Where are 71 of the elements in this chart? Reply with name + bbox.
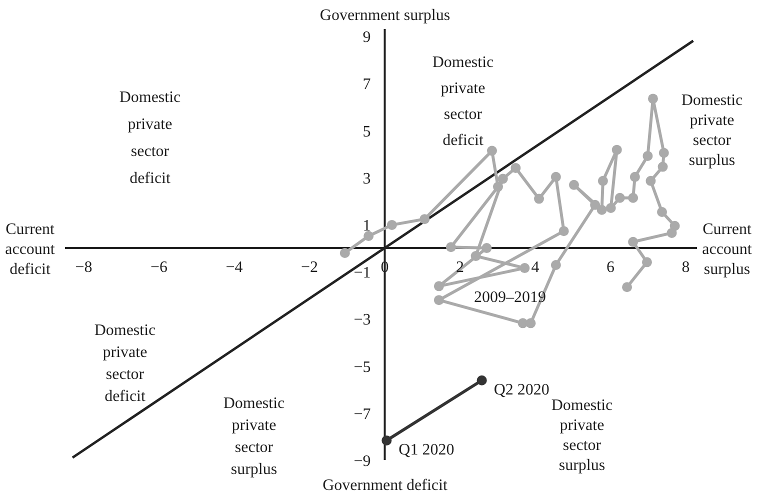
point (648, 94, 658, 104)
x-tick-label: 8 (682, 259, 690, 276)
text: Government deficit (322, 477, 448, 494)
x-tick-label: −8 (75, 259, 92, 276)
point (658, 148, 669, 158)
point (628, 192, 638, 203)
point (520, 263, 530, 274)
point (646, 176, 656, 186)
y-tick-label: 3 (362, 170, 371, 188)
point (657, 207, 668, 217)
point (642, 257, 652, 268)
point (486, 146, 497, 156)
annotation: Domestic private sector deficit (94, 322, 156, 405)
x-tick-label: −2 (301, 259, 318, 276)
x-tick-label: 2 (456, 259, 464, 276)
annotation: Q1 2020 (398, 441, 454, 458)
point (550, 260, 561, 270)
point (526, 318, 536, 328)
point (534, 194, 544, 204)
point (470, 251, 481, 262)
y-tick-label: 9 (362, 29, 371, 46)
point (590, 200, 600, 210)
point (598, 176, 608, 186)
y-tick-label: −5 (354, 358, 371, 376)
point (628, 236, 638, 247)
text: Current account surplus (702, 221, 752, 278)
annotation: Domestic private sector deficit (432, 54, 494, 149)
point (364, 231, 374, 242)
point (658, 162, 668, 172)
point (510, 162, 521, 173)
point (482, 243, 492, 254)
point (606, 202, 616, 213)
text: Current account deficit (5, 221, 56, 278)
y-tick-label: 7 (362, 76, 371, 94)
text: Government surplus (320, 7, 450, 24)
x-tick-label: 6 (606, 259, 614, 276)
point (340, 248, 350, 258)
point (596, 204, 607, 215)
y-tick-label: 1 (362, 217, 371, 234)
y-tick-label: −3 (354, 312, 371, 329)
point (498, 174, 508, 184)
y-tick-label: −1 (354, 264, 371, 282)
point (492, 182, 503, 192)
annotation: Q2 2020 (494, 381, 550, 398)
annotation: Domestic private sector surplus (551, 397, 613, 474)
point (446, 242, 456, 252)
series-label: 2009–2019 (474, 289, 546, 306)
annotation: Domestic private sector deficit (119, 89, 181, 187)
point (550, 172, 561, 182)
point (476, 375, 487, 386)
point (614, 192, 625, 203)
y-tick-label: −7 (354, 406, 371, 423)
y-tick-label: −9 (354, 453, 371, 470)
point (642, 150, 653, 161)
point (434, 281, 444, 292)
annotation: Domestic private sector surplus (681, 92, 743, 169)
point (558, 226, 569, 236)
point (382, 435, 392, 446)
x-tick-label: −6 (150, 259, 168, 276)
point (666, 228, 677, 238)
point (630, 172, 640, 182)
point (612, 144, 622, 155)
point (622, 282, 632, 292)
point (568, 180, 579, 190)
point (386, 220, 397, 230)
point (434, 295, 444, 306)
annotation: Domestic private sector surplus (223, 395, 285, 478)
x-tick-label: 4 (531, 259, 540, 276)
y-tick-label: 5 (362, 123, 371, 140)
point (420, 214, 430, 224)
x-tick-label: −4 (226, 259, 243, 276)
